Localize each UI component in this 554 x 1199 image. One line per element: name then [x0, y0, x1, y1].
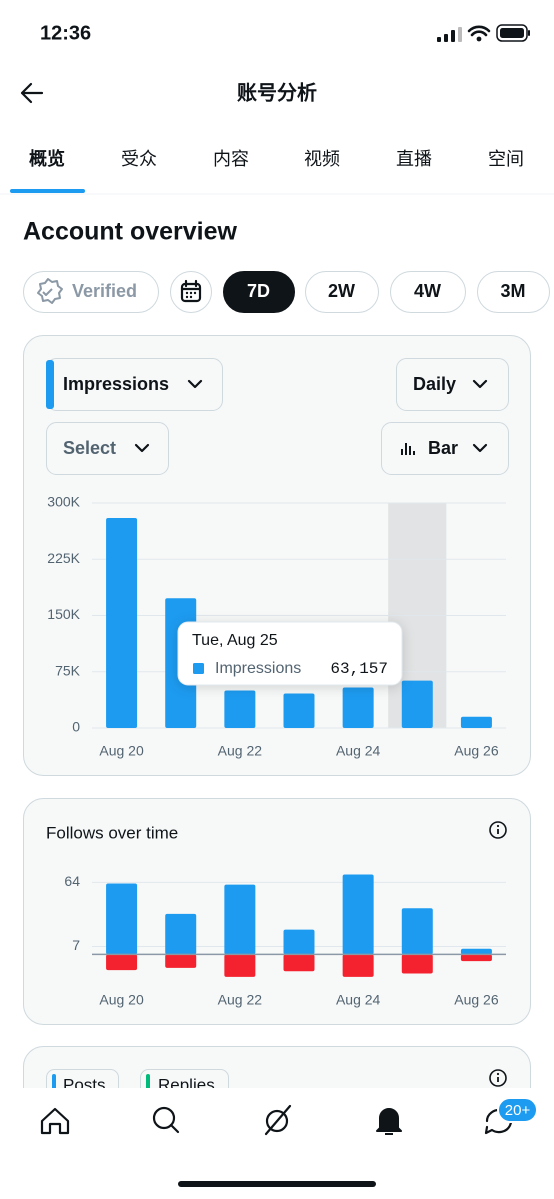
x-tick-label: Aug 26: [454, 743, 499, 759]
calendar-dots: [185, 291, 197, 299]
chevron: [472, 443, 488, 453]
compare-label: Select: [63, 438, 116, 458]
tooltip-swatch: [193, 663, 204, 674]
bar[interactable]: [165, 954, 197, 968]
bar[interactable]: [460, 954, 492, 962]
bar[interactable]: [283, 693, 315, 729]
tab-label[interactable]: 概览: [29, 148, 65, 169]
chevron: [472, 379, 488, 389]
y-tick-label: 225K: [47, 550, 80, 566]
x-tick-label: Aug 22: [218, 992, 263, 1008]
chart-type-label: Bar: [428, 438, 458, 458]
tab-label[interactable]: 直播: [396, 149, 432, 169]
verified-label: Verified: [72, 281, 137, 301]
home-indicator: [178, 1181, 376, 1187]
status-icons: [437, 24, 530, 42]
y-tick-label: 150K: [47, 606, 80, 622]
bar[interactable]: [106, 883, 138, 955]
metric-label: Impressions: [63, 374, 169, 394]
tooltip-box: [177, 621, 403, 686]
range-label: 2W: [328, 281, 355, 301]
tab-strip: 概览 受众 内容 视频 直播 空间: [10, 148, 524, 193]
bar[interactable]: [106, 954, 138, 971]
metric-accent: [46, 360, 54, 409]
range-chip[interactable]: [477, 271, 550, 313]
search-tab[interactable]: [152, 1106, 180, 1134]
chart-type-dropdown[interactable]: [381, 422, 509, 475]
interval-dropdown[interactable]: [396, 358, 509, 411]
grok-tab[interactable]: [264, 1104, 292, 1136]
chevron: [134, 443, 150, 453]
status-time: 12:36: [40, 22, 91, 44]
y-tick-label: 7: [72, 937, 80, 953]
x-tick-label: Aug 24: [336, 743, 381, 759]
back-button[interactable]: [20, 82, 44, 104]
tab-indicator: [10, 189, 85, 193]
notifications-tab[interactable]: [376, 1108, 402, 1135]
y-tick-label: 300K: [47, 494, 80, 510]
tab-label[interactable]: 视频: [304, 149, 340, 169]
tooltip-title: Tue, Aug 25: [192, 632, 278, 649]
info-icon[interactable]: [489, 821, 507, 839]
bar[interactable]: [224, 954, 256, 977]
impressions-chart: 0 75K 150K 225K 300K Aug 20 Aug 22 Aug 24 Aug 26…: [47, 494, 506, 759]
bar[interactable]: [342, 687, 374, 729]
range-label: 3M: [500, 281, 525, 301]
x-tick-label: Aug 26: [454, 992, 499, 1008]
compare-dropdown[interactable]: [46, 422, 169, 475]
range-chip[interactable]: [390, 271, 466, 313]
bar[interactable]: [401, 954, 433, 974]
bar[interactable]: [224, 884, 256, 955]
section-title: Account overview: [23, 218, 238, 246]
chevron: [187, 379, 203, 389]
verified-icon: [37, 278, 63, 304]
range-label: 7D: [247, 281, 270, 301]
range-chip[interactable]: [305, 271, 379, 313]
bar[interactable]: [106, 518, 138, 728]
home-tab[interactable]: [40, 1107, 70, 1135]
bar[interactable]: [460, 948, 492, 955]
badge: [497, 1097, 538, 1123]
bar[interactable]: [401, 680, 433, 728]
tooltip-series: Impressions: [215, 660, 301, 677]
bar[interactable]: [283, 929, 315, 955]
follows-chart: 7 64 Aug 20 Aug 22 Aug 24 Aug 26: [64, 873, 506, 1008]
info-icon[interactable]: [489, 1069, 507, 1087]
calendar-icon: [180, 279, 202, 303]
page-title: 账号分析: [237, 81, 317, 104]
range-chip[interactable]: [223, 271, 295, 313]
bar[interactable]: [401, 908, 433, 955]
bar[interactable]: [342, 954, 374, 977]
y-tick-label: 0: [72, 719, 80, 735]
x-tick-label: Aug 24: [336, 992, 381, 1008]
x-tick-label: Aug 20: [99, 743, 144, 759]
tooltip: Tue, Aug 25 Impressions 63,157: [177, 621, 403, 686]
y-tick-label: 64: [64, 873, 80, 889]
bar[interactable]: [342, 874, 374, 955]
interval-label: Daily: [413, 374, 456, 394]
bar-icon: [401, 443, 415, 455]
bar[interactable]: [460, 716, 492, 728]
tab-label[interactable]: 受众: [121, 149, 157, 169]
tab-bar: [0, 1088, 554, 1199]
tab-label[interactable]: 内容: [213, 149, 249, 169]
badge-label: 20+: [505, 1102, 531, 1119]
y-tick-label: 75K: [55, 662, 81, 678]
x-tick-label: Aug 20: [99, 992, 144, 1008]
chart-title: Follows over time: [46, 823, 178, 842]
range-label: 4W: [414, 281, 441, 301]
tab-label[interactable]: 空间: [488, 149, 524, 169]
bar[interactable]: [224, 690, 256, 729]
x-tick-label: Aug 22: [218, 743, 263, 759]
tooltip-value: 63,157: [330, 660, 388, 678]
range-chips: 7D 2W 4W 3M: [223, 271, 550, 313]
bar[interactable]: [165, 913, 197, 955]
bar[interactable]: [283, 954, 315, 972]
